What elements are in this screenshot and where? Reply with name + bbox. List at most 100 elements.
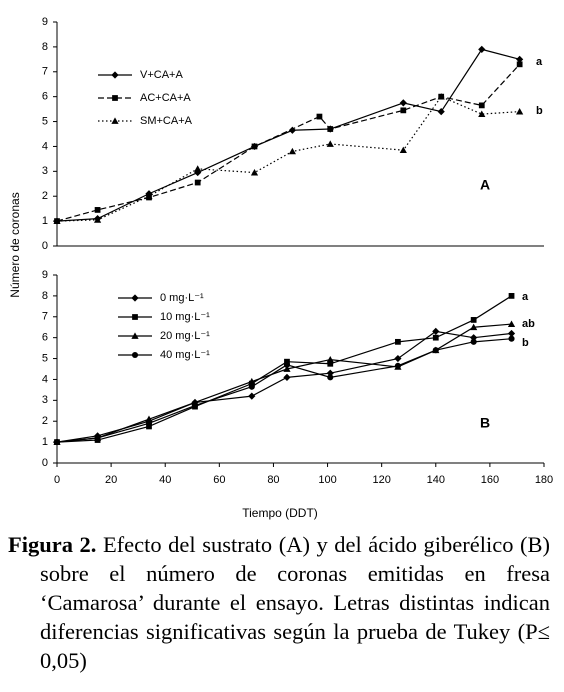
y-tick-label: 6 [42, 91, 48, 103]
marker [53, 439, 61, 446]
legend-label: AC+CA+A [140, 92, 191, 104]
y-tick-label: 2 [42, 415, 48, 427]
marker [145, 192, 153, 200]
legend-label: 20 mg·L⁻¹ [160, 330, 210, 342]
marker [131, 332, 139, 339]
y-tick-label: 5 [42, 352, 48, 364]
marker [283, 373, 291, 381]
marker [508, 335, 515, 342]
y-tick-label: 5 [42, 115, 48, 127]
marker [53, 217, 61, 224]
y-tick-label: 9 [42, 269, 48, 281]
marker [516, 55, 524, 63]
marker [284, 358, 290, 365]
marker [516, 108, 524, 115]
annotation: a [536, 56, 543, 68]
series-line [56, 323, 512, 443]
marker [478, 102, 485, 109]
y-tick-label: 0 [42, 457, 48, 469]
marker [250, 168, 259, 176]
annotation: b [536, 105, 543, 117]
marker [327, 374, 334, 381]
marker [283, 361, 291, 368]
marker [288, 147, 296, 155]
marker [400, 107, 407, 114]
marker [327, 360, 334, 367]
series-line [56, 295, 512, 443]
marker [470, 334, 478, 342]
marker [437, 93, 445, 100]
marker [432, 347, 439, 354]
panel-label: A [480, 177, 490, 193]
caption-label: Figura 2. [8, 532, 97, 557]
y-tick-label: 4 [42, 140, 48, 152]
x-tick-label: 40 [159, 474, 171, 486]
marker [94, 434, 101, 441]
marker [248, 392, 256, 400]
series-line [56, 338, 512, 443]
marker [316, 113, 323, 120]
marker [327, 126, 334, 132]
marker [437, 108, 445, 116]
marker [394, 354, 402, 363]
marker [248, 383, 255, 390]
y-tick-label: 1 [42, 215, 48, 227]
series-line [56, 63, 521, 222]
marker [146, 423, 152, 430]
y-tick-label: 9 [42, 16, 48, 28]
y-tick-label: 7 [42, 66, 48, 78]
caption: Figura 2. Efecto del sustrato (A) y del … [8, 530, 550, 675]
series-line [56, 95, 520, 222]
x-axis-label: Tiempo (DDT) [242, 506, 318, 520]
x-tick-label: 180 [535, 474, 553, 486]
marker [478, 45, 486, 53]
y-tick-label: 6 [42, 332, 48, 344]
marker [93, 216, 102, 223]
marker [507, 320, 516, 327]
marker [399, 99, 407, 107]
marker [470, 317, 477, 323]
marker [470, 323, 478, 331]
y-axis-label: Número de coronas [8, 192, 22, 297]
marker [94, 207, 101, 213]
marker [432, 334, 439, 341]
x-tick-label: 140 [427, 474, 445, 486]
marker [194, 165, 202, 172]
marker [508, 293, 515, 299]
panel-label: B [480, 415, 490, 431]
y-tick-label: 8 [42, 41, 48, 53]
legend-label: 40 mg·L⁻¹ [160, 349, 210, 361]
annotation: b [522, 337, 529, 349]
marker [507, 329, 516, 338]
x-tick-label: 160 [481, 474, 499, 486]
marker [288, 126, 296, 134]
x-tick-label: 100 [318, 474, 336, 486]
marker [326, 356, 334, 363]
marker [131, 351, 139, 359]
legend-label: SM+CA+A [140, 115, 193, 127]
legend-label: V+CA+A [140, 69, 183, 81]
marker [470, 338, 477, 345]
marker [111, 71, 119, 79]
marker [131, 294, 139, 302]
marker [432, 327, 440, 335]
marker [145, 415, 153, 423]
marker [394, 362, 401, 369]
x-tick-label: 0 [54, 474, 60, 486]
marker [283, 365, 291, 372]
marker [191, 402, 199, 409]
marker [395, 338, 401, 345]
marker [112, 95, 118, 101]
marker [516, 61, 523, 68]
annotation: ab [522, 318, 535, 330]
y-tick-label: 3 [42, 394, 48, 406]
y-tick-label: 8 [42, 290, 48, 302]
legend-label: 10 mg·L⁻¹ [160, 311, 210, 323]
marker [326, 140, 334, 147]
marker [132, 314, 138, 320]
marker [194, 179, 201, 186]
chart: Tiempo (DDT) Número de coronas 0 1 2 3 4 5 6 7 8… [8, 16, 553, 520]
y-tick-label: 3 [42, 165, 48, 177]
y-tick-label: 1 [42, 436, 48, 448]
